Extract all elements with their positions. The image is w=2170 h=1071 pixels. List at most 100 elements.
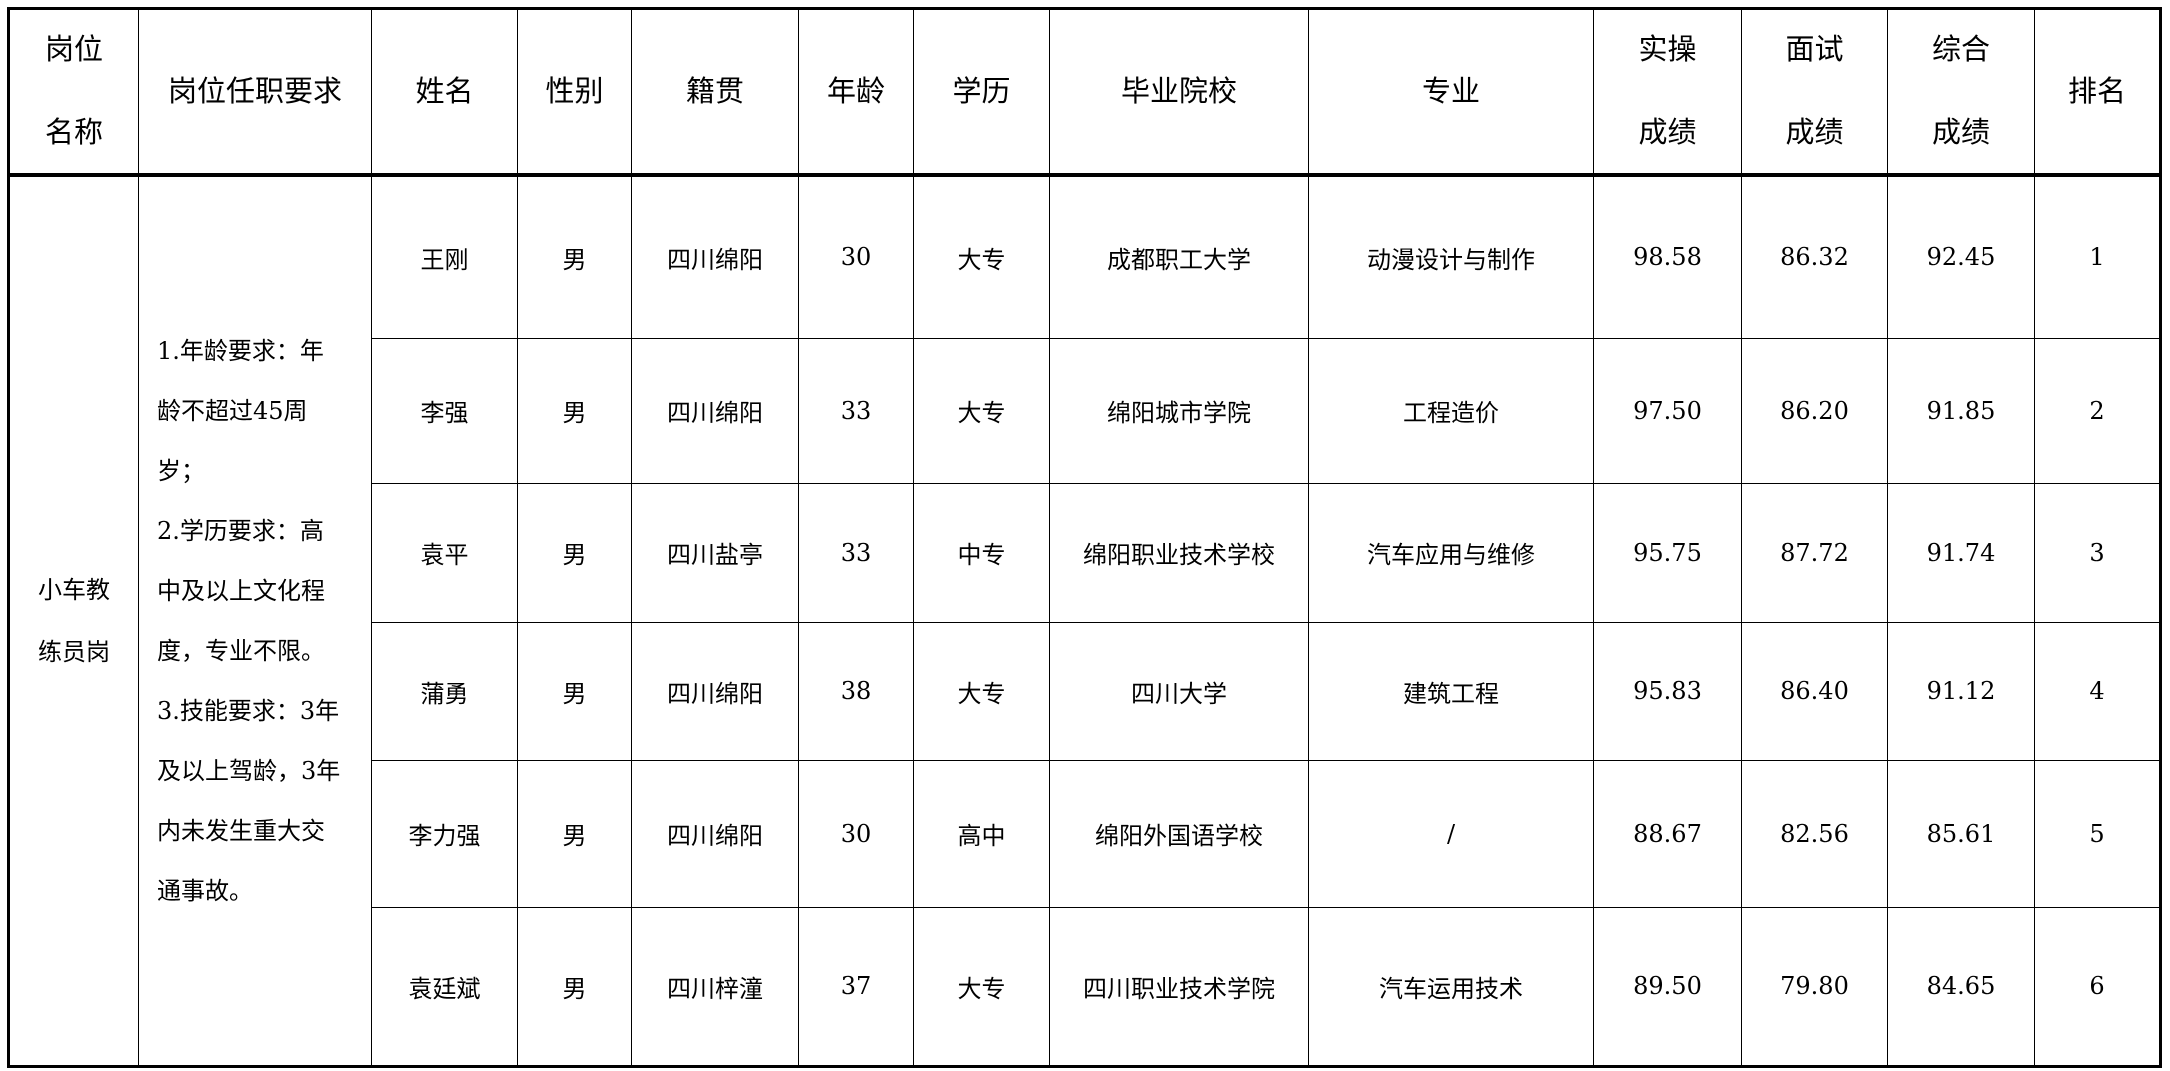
cell-school: 绵阳外国语学校 <box>1049 759 1309 908</box>
requirement-line: 中及以上文化程 <box>157 576 325 605</box>
cell-total: 85.61 <box>1887 759 2035 908</box>
table-row: 袁廷斌男四川梓潼 37 大专 四川职业技术学院 汽车运用技术 89.50 79.80 84.6… <box>9 906 2161 1067</box>
requirement-line: 通事故。 <box>157 876 253 905</box>
cell-age: 33 <box>798 337 914 484</box>
cell-total: 91.74 <box>1887 482 2035 623</box>
cell-practical: 88.67 <box>1593 759 1742 908</box>
cell-age: 37 <box>798 906 914 1067</box>
cell-name: 蒲勇 <box>371 621 518 761</box>
cell-rank: 2 <box>2034 337 2161 484</box>
header-school: 毕业院校 <box>1049 8 1309 177</box>
cell-education: 大专 <box>913 337 1050 484</box>
cell-rank: 5 <box>2034 759 2161 908</box>
position-name-cell: 小车教 练员岗 <box>8 174 139 1067</box>
header-text: 成绩 <box>1931 115 1990 150</box>
cell-major: 建筑工程 <box>1308 621 1594 761</box>
requirements-cell: 1.年龄要求：年 龄不超过45周 岁； 2.学历要求：高 中及以上文化程 度，专业不限。 3… <box>138 174 372 1067</box>
cell-major: 动漫设计与制作 <box>1308 174 1594 339</box>
position-name-line: 小车教 <box>38 575 110 604</box>
header-rank: 排名 <box>2034 8 2161 177</box>
cell-practical: 95.83 <box>1593 621 1742 761</box>
cell-origin: 四川绵阳 <box>631 759 799 908</box>
results-table: 岗位 名称 岗位任职要求 姓名 性别 籍贯 年龄 学历 毕业院校 专业 实操 成绩 … <box>7 7 2162 1068</box>
table-row: 小车教 练员岗 1.年龄要求：年 龄不超过45周 岁； 2.学历要求：高 中及以上文化程 度，… <box>8 174 2161 1067</box>
cell-rank: 3 <box>2034 482 2161 623</box>
header-interview-score: 面试 成绩 <box>1741 8 1888 177</box>
cell-name: 李强 <box>371 337 518 484</box>
table-row: 袁平男四川盐亭 33 中专 绵阳职业技术学校 汽车应用与维修 95.75 87.72 91.7… <box>9 482 2161 623</box>
header-text: 成绩 <box>1785 115 1844 150</box>
requirement-line: 内未发生重大交 <box>157 816 325 845</box>
requirement-line: 2.学历要求：高 <box>157 516 324 545</box>
header-text: 岗位 <box>44 32 103 66</box>
cell-gender: 男 <box>517 337 632 484</box>
cell-interview: 82.56 <box>1741 759 1888 908</box>
header-text: 成绩 <box>1638 115 1697 150</box>
cell-age: 33 <box>798 482 914 623</box>
cell-name: 王刚 <box>371 174 518 339</box>
cell-practical: 95.75 <box>1593 482 1742 623</box>
cell-gender: 男 <box>517 621 632 761</box>
cell-total: 91.12 <box>1887 621 2035 761</box>
header-text: 面试 <box>1785 32 1844 66</box>
cell-origin: 四川盐亭 <box>631 482 799 623</box>
cell-interview: 86.40 <box>1741 621 1888 761</box>
cell-major: / <box>1308 759 1594 908</box>
cell-education: 中专 <box>913 482 1050 623</box>
cell-major: 汽车运用技术 <box>1308 906 1594 1067</box>
header-major: 专业 <box>1308 8 1594 177</box>
cell-name: 袁廷斌 <box>371 906 518 1067</box>
cell-rank: 1 <box>2034 174 2161 339</box>
cell-education: 大专 <box>913 174 1050 339</box>
cell-education: 高中 <box>913 759 1050 908</box>
cell-gender: 男 <box>517 482 632 623</box>
table-row: 蒲勇男四川绵阳 38 大专 四川大学 建筑工程 95.83 86.40 91.12 4 <box>9 621 2161 761</box>
cell-rank: 6 <box>2034 906 2161 1067</box>
cell-interview: 86.20 <box>1741 337 1888 484</box>
cell-name: 李力强 <box>371 759 518 908</box>
requirement-line: 岁； <box>157 456 205 485</box>
cell-name: 袁平 <box>371 482 518 623</box>
cell-gender: 男 <box>517 174 632 339</box>
header-name: 姓名 <box>371 8 518 177</box>
cell-interview: 79.80 <box>1741 906 1888 1067</box>
header-gender: 性别 <box>517 8 632 177</box>
cell-origin: 四川绵阳 <box>631 174 799 339</box>
header-practical-score: 实操 成绩 <box>1593 8 1742 177</box>
cell-origin: 四川绵阳 <box>631 621 799 761</box>
cell-school: 四川大学 <box>1049 621 1309 761</box>
cell-major: 汽车应用与维修 <box>1308 482 1594 623</box>
requirement-line: 龄不超过45周 <box>157 396 308 425</box>
cell-school: 绵阳职业技术学校 <box>1049 482 1309 623</box>
cell-total: 91.85 <box>1887 337 2035 484</box>
cell-gender: 男 <box>517 906 632 1067</box>
header-origin: 籍贯 <box>631 8 799 177</box>
cell-rank: 4 <box>2034 621 2161 761</box>
table-row: 李力强男四川绵阳 30 高中 绵阳外国语学校/88.67 82.56 85.61 5 <box>9 759 2161 908</box>
requirement-line: 及以上驾龄，3年 <box>157 756 341 785</box>
header-requirements: 岗位任职要求 <box>138 8 372 177</box>
cell-total: 92.45 <box>1887 174 2035 339</box>
cell-school: 成都职工大学 <box>1049 174 1309 339</box>
cell-major: 工程造价 <box>1308 337 1594 484</box>
cell-education: 大专 <box>913 906 1050 1067</box>
cell-practical: 97.50 <box>1593 337 1742 484</box>
header-education: 学历 <box>913 8 1050 177</box>
requirement-line: 1.年龄要求：年 <box>157 336 324 365</box>
cell-school: 四川职业技术学院 <box>1049 906 1309 1067</box>
cell-age: 30 <box>798 759 914 908</box>
header-position-name: 岗位 名称 <box>8 8 139 177</box>
header-text: 名称 <box>44 115 103 150</box>
cell-origin: 四川绵阳 <box>631 337 799 484</box>
cell-gender: 男 <box>517 759 632 908</box>
header-age: 年龄 <box>798 8 914 177</box>
cell-age: 30 <box>798 174 914 339</box>
cell-interview: 87.72 <box>1741 482 1888 623</box>
header-row: 岗位 名称 岗位任职要求 姓名 性别 籍贯 年龄 学历 毕业院校 专业 实操 成绩 … <box>8 8 2161 177</box>
cell-school: 绵阳城市学院 <box>1049 337 1309 484</box>
cell-total: 84.65 <box>1887 906 2035 1067</box>
cell-origin: 四川梓潼 <box>631 906 799 1067</box>
header-text: 综合 <box>1931 32 1990 66</box>
cell-age: 38 <box>798 621 914 761</box>
cell-interview: 86.32 <box>1741 174 1888 339</box>
